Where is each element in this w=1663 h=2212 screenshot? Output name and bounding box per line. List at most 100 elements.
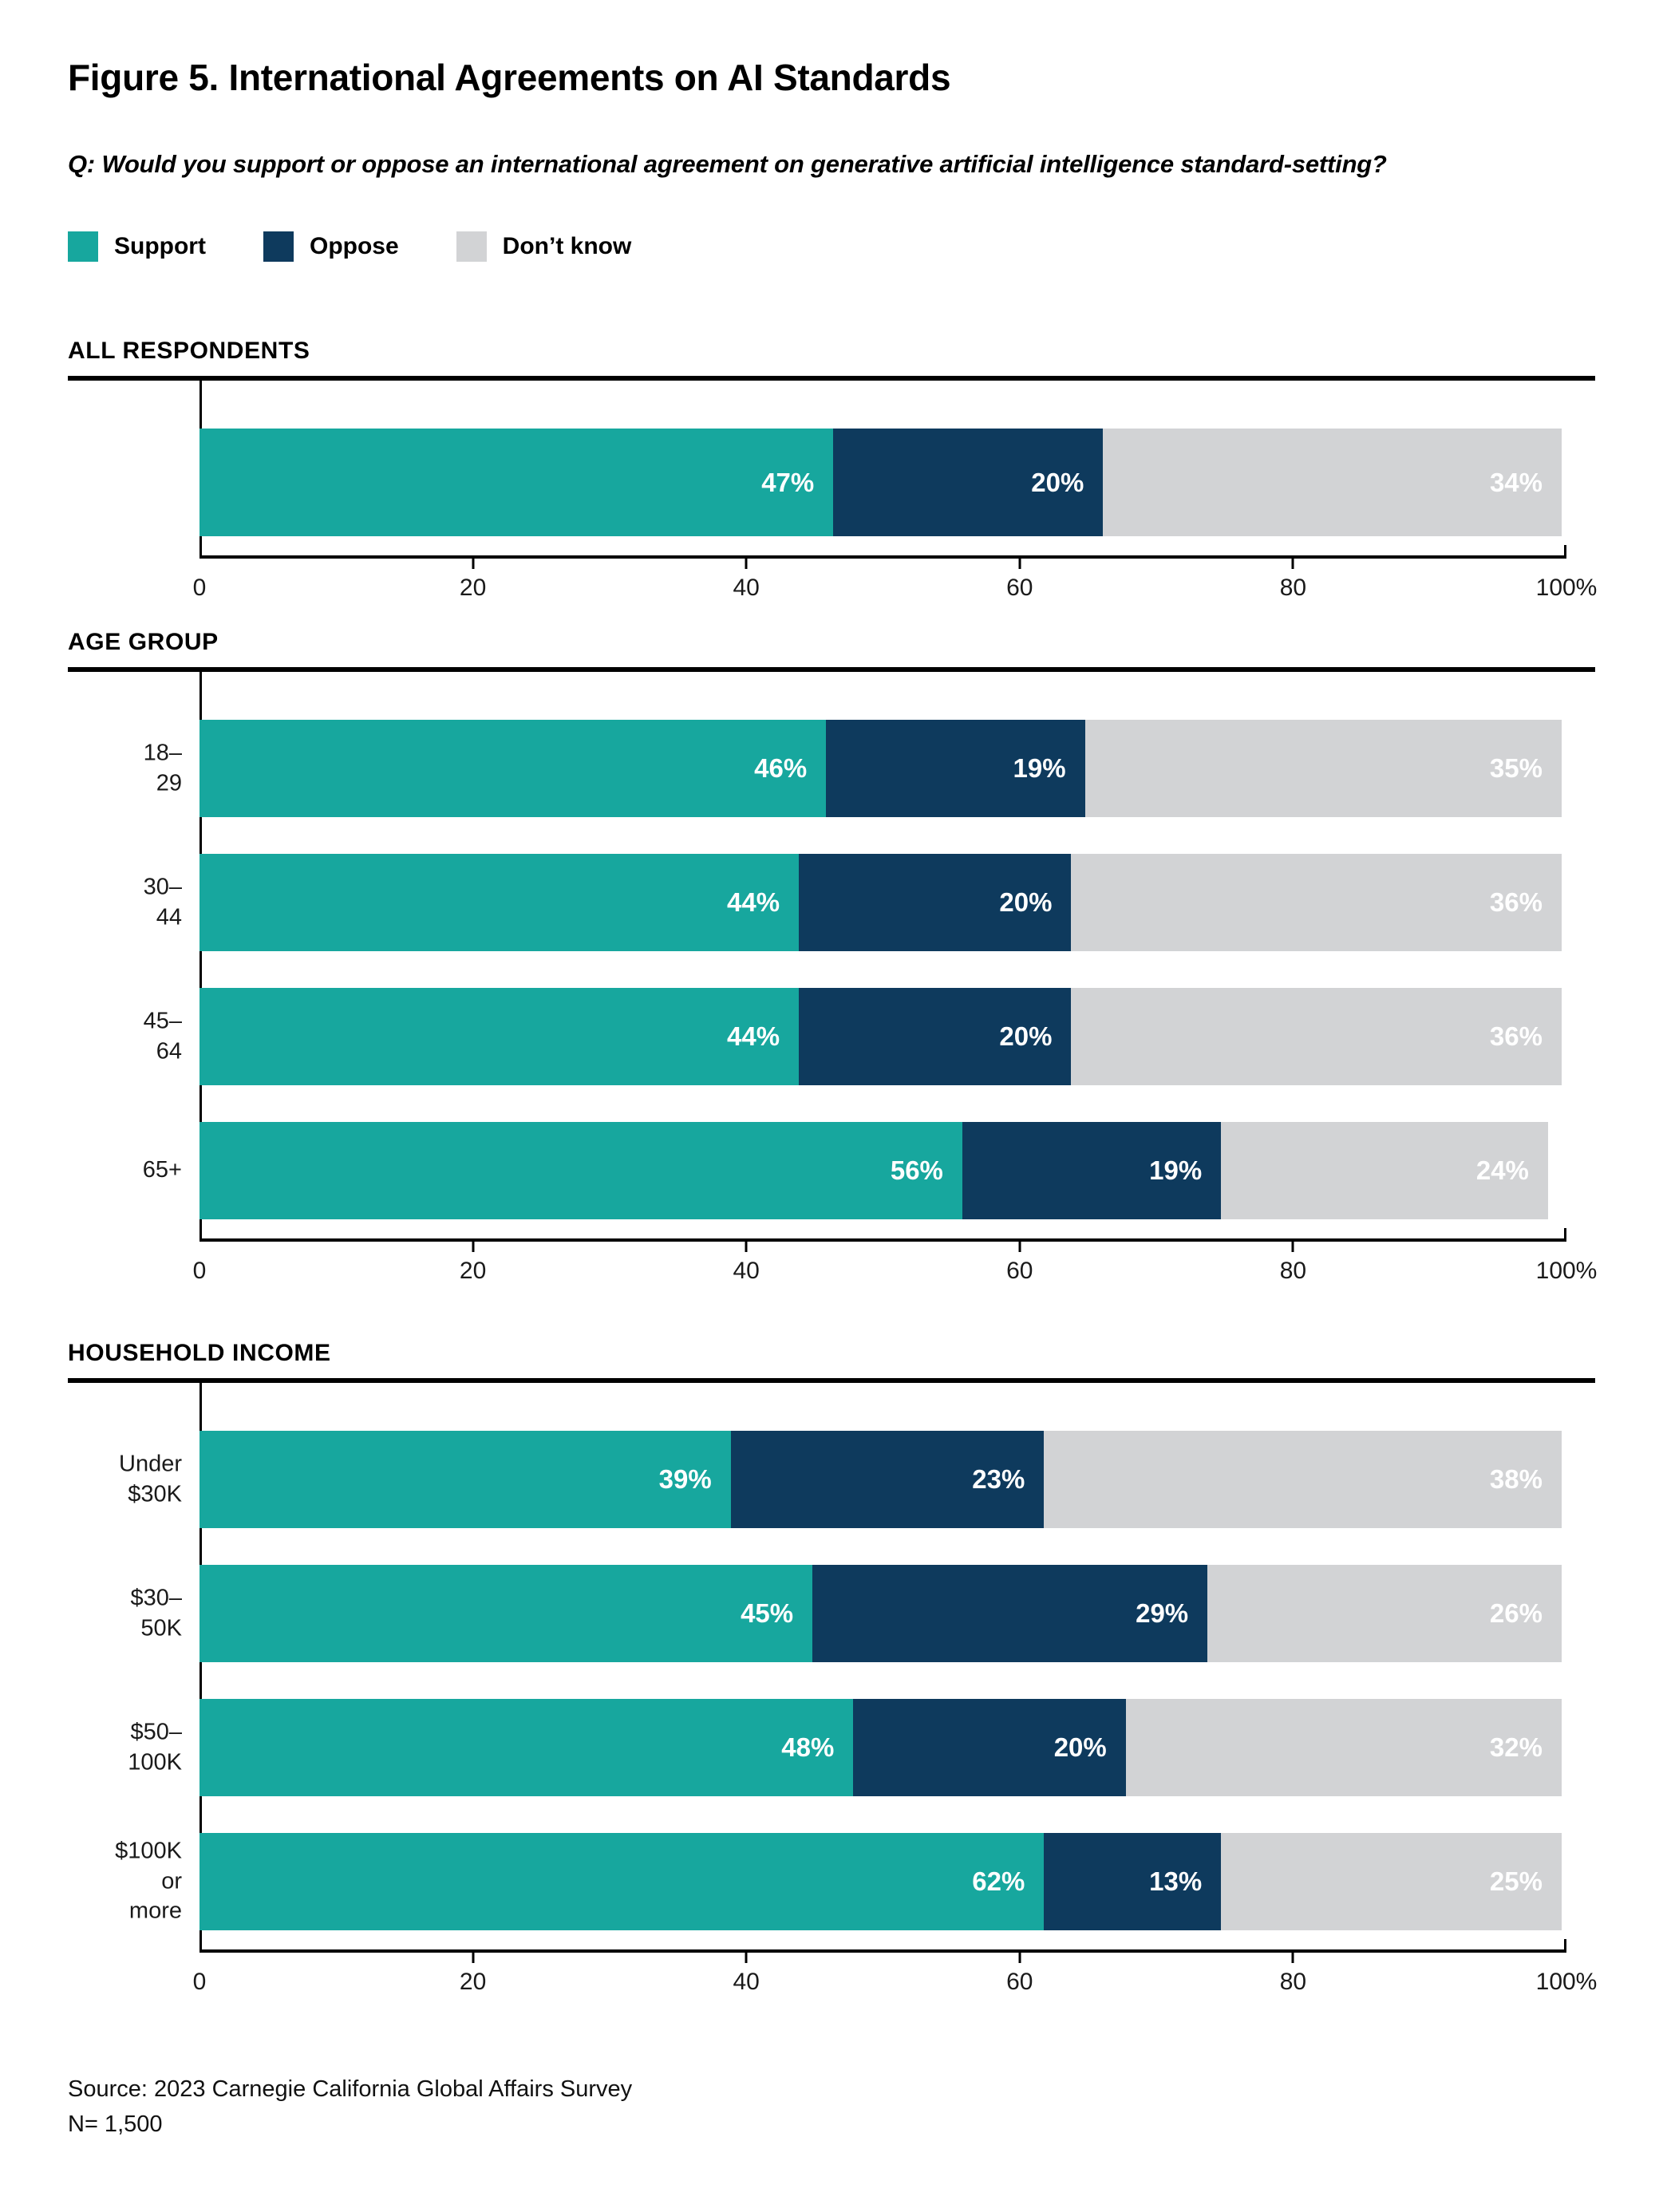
legend-item: Support (68, 231, 206, 262)
axis-tick (1018, 1953, 1021, 1963)
bar-value-label: 36% (1489, 887, 1543, 917)
category-label: 30–44 (143, 874, 182, 930)
category-label: $100K or more (115, 1838, 182, 1924)
axis-tick (1018, 559, 1021, 569)
bar-row: 18–29 46% 19% 35% (144, 720, 1564, 817)
bar-segment-support: 44% (199, 854, 800, 951)
axis-tick-label: 20 (459, 1258, 487, 1284)
bar-value-label: 39% (658, 1464, 712, 1494)
x-axis-line (199, 545, 1566, 569)
section-heading-all-respondents: ALL RESPONDENTS (68, 338, 310, 364)
legend-swatch-support (68, 231, 98, 262)
axis-tick (472, 559, 475, 569)
category-label: Under $30K (119, 1451, 182, 1507)
bar-segment-support: 44% (199, 988, 800, 1085)
axis-tick (1564, 545, 1566, 555)
bar-value-label: 38% (1489, 1464, 1543, 1494)
section-household-income: HOUSEHOLD INCOME Under $30K 39% 23% 38% $30–… (68, 1340, 1598, 1999)
bar-value-label: 23% (972, 1464, 1025, 1494)
bar-value-label: 44% (727, 887, 780, 917)
bar-value-label: 32% (1489, 1732, 1543, 1762)
section-heading-age-group: AGE GROUP (68, 629, 219, 655)
legend-item: Oppose (263, 231, 399, 262)
chart-plot-area: 18–29 46% 19% 35% 30–44 44% 20% 36% 45–64 44% 20% 3… (143, 672, 1564, 1238)
axis-tick-label: 0 (192, 1258, 207, 1284)
chart-age-group: 18–29 46% 19% 35% 30–44 44% 20% 36% 45–64 44% 20% 3… (68, 672, 1598, 1288)
axis-tick (1564, 1939, 1566, 1949)
x-axis-line (199, 1939, 1566, 1963)
bar-row: 47% 20% 34% (199, 429, 1564, 536)
axis-tick-label: 40 (733, 575, 760, 601)
bar-segment-don-t-know: 34% (1103, 429, 1562, 536)
category-label: $30–50K (130, 1585, 182, 1641)
bar-value-label: 29% (1136, 1598, 1189, 1628)
bar-segment-support: 39% (199, 1431, 731, 1528)
source-note: Source: 2023 Carnegie California Global … (68, 2072, 1595, 2142)
category-label: 65+ (142, 1157, 182, 1183)
bar-value-label: 20% (999, 1021, 1053, 1051)
bar-segment-don-t-know: 36% (1071, 854, 1562, 951)
bar-segment-don-t-know: 38% (1044, 1431, 1562, 1528)
figure-title: Figure 5. International Agreements on AI… (68, 57, 951, 98)
bar-row: $50–100K 48% 20% 32% (128, 1699, 1564, 1796)
bar-value-label: 62% (972, 1866, 1025, 1896)
bar-value-label: 48% (781, 1732, 835, 1762)
page: Figure 5. International Agreements on AI… (68, 57, 1598, 2142)
axis-tick (1018, 1242, 1021, 1252)
bar-value-label: 25% (1489, 1866, 1543, 1896)
axis-tick (1564, 1228, 1566, 1238)
bar-track: 39% 23% 38% (199, 1431, 1562, 1528)
sample-size: N= 1,500 (68, 2111, 163, 2137)
axis-tick-label: 40 (733, 1969, 760, 1995)
axis-tick-label: 80 (1279, 1969, 1307, 1995)
x-axis-tick-labels: 0 20 40 60 80 100% (193, 559, 1598, 605)
category-label: $50–100K (128, 1719, 182, 1775)
question-text: Q: Would you support or oppose an intern… (68, 150, 1387, 178)
bar-segment-don-t-know: 36% (1071, 988, 1562, 1085)
bar-value-label: 26% (1489, 1598, 1543, 1628)
legend-label: Don’t know (502, 233, 632, 259)
axis-tick (745, 559, 748, 569)
bar-segment-oppose: 20% (799, 854, 1072, 951)
bar-segment-don-t-know: 25% (1221, 1833, 1562, 1930)
legend-swatch-oppose (263, 231, 294, 262)
bar-value-label: 46% (754, 753, 808, 783)
bar-value-label: 34% (1489, 467, 1543, 497)
axis-tick (1291, 1242, 1294, 1252)
bar-value-label: 19% (1149, 1155, 1203, 1185)
legend-swatch-don-t-know (456, 231, 487, 262)
axis-tick-label: 80 (1279, 575, 1307, 601)
bar-row: $30–50K 45% 29% 26% (130, 1565, 1564, 1662)
bar-track: 46% 19% 35% (199, 720, 1562, 817)
section-rule (68, 376, 1595, 381)
bar-value-label: 47% (761, 467, 815, 497)
bar-value-label: 19% (1013, 753, 1066, 783)
bar-track: 47% 20% 34% (199, 429, 1562, 536)
bar-row: 30–44 44% 20% 36% (144, 854, 1564, 951)
bar-segment-support: 46% (199, 720, 827, 817)
category-label: 45–64 (143, 1008, 182, 1064)
axis-tick-label: 100% (1535, 1969, 1598, 1995)
bar-row: $100K or more 62% 13% 25% (115, 1833, 1564, 1930)
axis-tick-label: 80 (1279, 1258, 1307, 1284)
x-axis-line (199, 1228, 1566, 1252)
x-axis-tick-labels: 0 20 40 60 80 100% (193, 1242, 1598, 1288)
bar-segment-don-t-know: 26% (1207, 1565, 1562, 1662)
bar-value-label: 35% (1489, 753, 1543, 783)
axis-tick-label: 60 (1006, 1969, 1033, 1995)
bar-segment-oppose: 19% (826, 720, 1085, 817)
axis-tick-label: 60 (1006, 575, 1033, 601)
section-rule (68, 1378, 1595, 1383)
category-label: 18–29 (143, 740, 182, 796)
legend-item: Don’t know (456, 231, 632, 262)
bar-segment-oppose: 20% (833, 429, 1104, 536)
bar-segment-support: 62% (199, 1833, 1045, 1930)
chart-plot-area: Under $30K 39% 23% 38% $30–50K 45% 29% 26% $50–1… (115, 1383, 1564, 1949)
axis-tick (745, 1953, 748, 1963)
chart-plot-area: 47% 20% 34% (199, 381, 1564, 555)
chart-household-income: Under $30K 39% 23% 38% $30–50K 45% 29% 26% $50–1… (68, 1383, 1598, 1999)
bar-segment-support: 45% (199, 1565, 813, 1662)
axis-tick (472, 1242, 475, 1252)
bar-segment-oppose: 20% (853, 1699, 1126, 1796)
axis-tick-label: 60 (1006, 1258, 1033, 1284)
